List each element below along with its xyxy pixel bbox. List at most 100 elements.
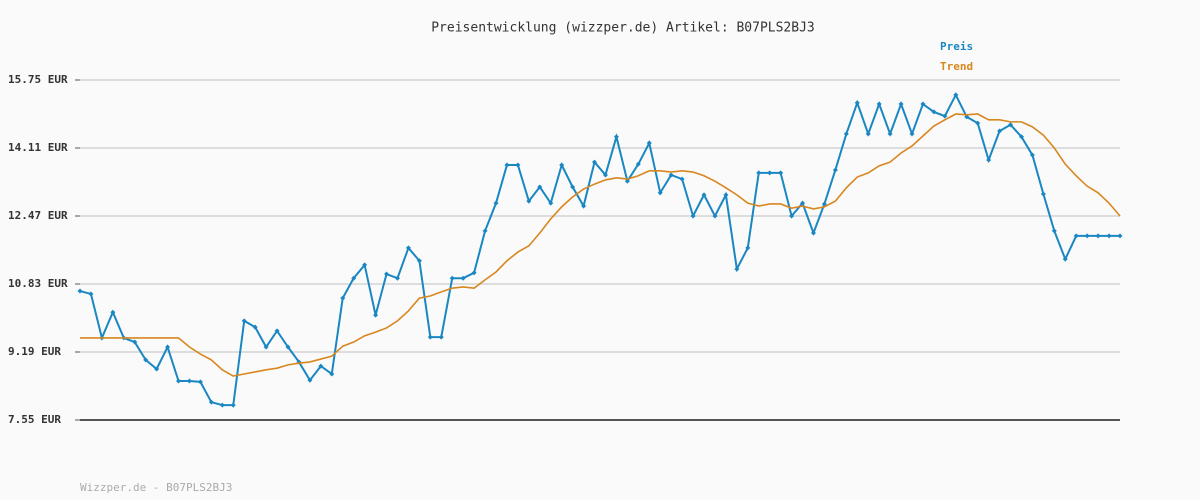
point-marker (285, 344, 291, 350)
point-marker (843, 131, 849, 137)
point-marker (537, 184, 543, 190)
point-marker (186, 378, 192, 384)
point-marker (723, 192, 729, 198)
point-marker (821, 201, 827, 207)
point-marker (362, 262, 368, 268)
point-marker (800, 200, 806, 206)
point-marker (909, 131, 915, 137)
y-tick-label: 9.19 EUR (8, 345, 61, 358)
point-marker (1051, 228, 1057, 234)
point-marker (865, 131, 871, 137)
point-marker (745, 245, 751, 251)
point-marker (624, 178, 630, 184)
point-marker (876, 101, 882, 107)
y-tick-label: 15.75 EUR (8, 73, 68, 86)
point-marker (898, 101, 904, 107)
point-marker (154, 366, 160, 372)
series-line (79, 92, 1120, 407)
point-marker (832, 167, 838, 173)
point-marker (975, 120, 981, 126)
point-marker (110, 309, 116, 315)
series-line (80, 113, 1121, 377)
point-marker (1106, 233, 1112, 239)
point-marker (471, 270, 477, 276)
point-marker (263, 344, 269, 350)
point-marker (570, 184, 576, 190)
footer: Wizzper.de - B07PLS2BJ3 (80, 481, 232, 494)
point-marker (449, 275, 455, 281)
point-marker (635, 161, 641, 167)
point-marker (493, 200, 499, 206)
point-marker (219, 402, 225, 408)
point-marker (778, 170, 784, 176)
point-marker (394, 275, 400, 281)
point-marker (373, 312, 379, 318)
point-marker (789, 213, 795, 219)
point-marker (1018, 134, 1024, 140)
point-marker (252, 324, 258, 330)
point-marker (274, 328, 280, 334)
point-marker (756, 170, 762, 176)
point-marker (526, 198, 532, 204)
point-marker (964, 114, 970, 120)
point-marker (208, 399, 214, 405)
point-marker (1062, 256, 1068, 262)
point-marker (1095, 233, 1101, 239)
point-marker (230, 402, 236, 408)
point-marker (427, 334, 433, 340)
point-marker (548, 200, 554, 206)
point-marker (351, 275, 357, 281)
point-marker (767, 170, 773, 176)
point-marker (657, 190, 663, 196)
point-marker (143, 357, 149, 363)
point-marker (1084, 233, 1090, 239)
point-marker (646, 140, 652, 146)
point-marker (953, 92, 959, 98)
point-marker (592, 159, 598, 165)
point-marker (176, 378, 182, 384)
point-marker (810, 230, 816, 236)
point-marker (734, 266, 740, 272)
point-marker (416, 258, 422, 264)
legend-label: Preis (940, 40, 973, 53)
point-marker (165, 344, 171, 350)
point-marker (241, 318, 247, 324)
point-marker (504, 162, 510, 168)
point-marker (197, 379, 203, 385)
point-marker (1008, 122, 1014, 128)
point-marker (920, 101, 926, 107)
point-marker (405, 245, 411, 251)
y-tick-label: 12.47 EUR (8, 209, 68, 222)
point-marker (690, 213, 696, 219)
point-marker (438, 334, 444, 340)
point-marker (701, 192, 707, 198)
chart-title: Preisentwicklung (wizzper.de) Artikel: B… (431, 21, 815, 36)
point-marker (581, 203, 587, 209)
point-marker (132, 339, 138, 345)
point-marker (307, 377, 313, 383)
point-marker (997, 128, 1003, 134)
point-marker (77, 288, 83, 294)
point-marker (668, 172, 674, 178)
point-marker (460, 275, 466, 281)
point-marker (318, 363, 324, 369)
point-marker (942, 113, 948, 119)
point-marker (88, 291, 94, 297)
point-marker (1040, 191, 1046, 197)
y-tick-label: 7.55 EUR (8, 413, 61, 426)
point-marker (329, 371, 335, 377)
point-marker (515, 162, 521, 168)
point-marker (602, 172, 608, 178)
point-marker (679, 176, 685, 182)
point-marker (1117, 233, 1123, 239)
point-marker (887, 131, 893, 137)
point-marker (712, 213, 718, 219)
point-marker (559, 162, 565, 168)
point-marker (384, 271, 390, 277)
y-tick-label: 14.11 EUR (8, 141, 68, 154)
point-marker (340, 295, 346, 301)
y-tick-label: 10.83 EUR (8, 277, 68, 290)
legend-label: Trend (940, 60, 973, 73)
point-marker (482, 228, 488, 234)
